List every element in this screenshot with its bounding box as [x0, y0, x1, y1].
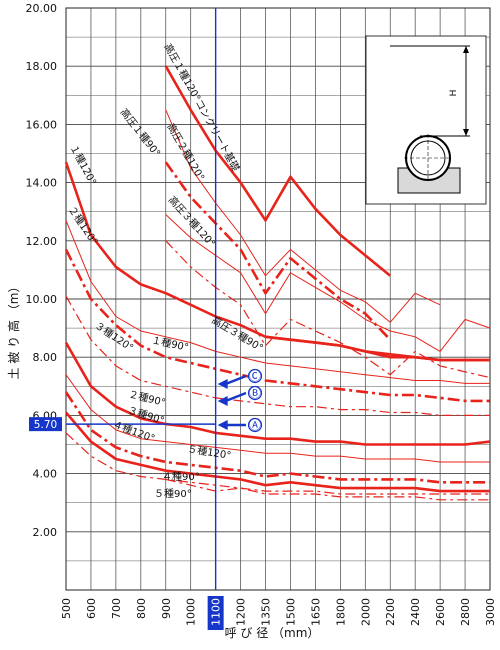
x-tick-label: 1500 — [284, 598, 297, 626]
y-tick-label: 10.00 — [26, 293, 58, 306]
x-tick-label: 3000 — [484, 598, 497, 626]
y-tick-label: 4.00 — [33, 468, 58, 481]
series-line — [165, 109, 441, 323]
y-tick-label: 2.00 — [33, 526, 58, 539]
x-tick-label: 2200 — [384, 598, 397, 626]
series-line — [65, 411, 490, 493]
series-label: ４種90° — [162, 470, 200, 483]
arrow-shaft — [225, 391, 247, 403]
series-lines — [64, 65, 491, 501]
x-tick-label: 2000 — [359, 598, 372, 626]
x-tick-highlight-box — [207, 596, 224, 630]
series-label: ５種90° — [154, 487, 192, 500]
series-line — [65, 374, 490, 463]
arrow-letter: Ⓒ — [249, 369, 261, 383]
arrow-head — [217, 420, 228, 430]
y-tick-label: 16.00 — [26, 118, 58, 131]
series-line — [64, 391, 490, 484]
height-label: H — [449, 90, 459, 97]
y-axis-label: 土 被 り 高 （m） — [6, 281, 21, 380]
series-line — [165, 478, 490, 501]
y-axis-ticks: 2.004.006.008.0010.0012.0014.0016.0018.0… — [26, 2, 58, 539]
dimension-arrow-top — [463, 46, 469, 53]
pipe-burial-inset: H — [365, 35, 487, 205]
series-label: １種90° — [150, 333, 190, 354]
series-line — [65, 295, 490, 416]
arrow-shaft — [225, 374, 247, 386]
series-line — [164, 161, 392, 341]
x-tick-label: 800 — [135, 598, 148, 619]
series-line — [165, 240, 491, 379]
highlight-guides: 5.70 — [29, 8, 217, 590]
x-tick-label: 2600 — [434, 598, 447, 626]
grid — [65, 7, 491, 591]
x-tick-label: 2800 — [459, 598, 472, 626]
y-tick-label: 18.00 — [26, 60, 58, 73]
series-line — [65, 220, 490, 384]
series-line — [65, 432, 490, 495]
series-label: ５種120° — [187, 442, 233, 462]
highlight-value-box — [29, 417, 62, 432]
arrow-circle — [247, 417, 263, 433]
x-axis-label: 呼 び 径 （mm） — [225, 626, 320, 640]
x-tick-label: 900 — [160, 598, 173, 619]
dimension-arrow-bottom — [463, 129, 469, 136]
arrow-circle — [247, 368, 263, 384]
x-tick-label: 700 — [110, 598, 123, 619]
y-tick-label: 12.00 — [26, 235, 58, 248]
x-axis-ticks: 500 600 700 800 900 1000 1100 1200 1350 1500 1650 1… — [60, 596, 497, 630]
plot-frame — [65, 7, 491, 591]
highlight-value-label: 5.70 — [34, 419, 57, 431]
arrow-head — [217, 396, 228, 406]
x-tick-label: 1350 — [260, 598, 273, 626]
x-tick-label: 1100 — [210, 598, 223, 626]
x-tick-label: 2400 — [409, 598, 422, 626]
arrow-markers: Ⓒ Ⓑ Ⓐ — [217, 368, 263, 433]
series-line — [64, 341, 491, 446]
arrow-letter: Ⓑ — [249, 386, 261, 400]
y-tick-label: 20.00 — [26, 2, 58, 15]
series-line — [64, 161, 490, 362]
x-tick-label: 1800 — [334, 598, 347, 626]
arrow-head — [217, 379, 228, 389]
arrow-letter: Ⓐ — [249, 418, 261, 432]
x-tick-label: 500 — [60, 598, 73, 619]
series-label: 高圧２種120° — [164, 121, 207, 183]
arrow-circle — [247, 385, 263, 401]
x-tick-label: 600 — [85, 598, 98, 619]
x-tick-label: 1650 — [309, 598, 322, 626]
series-line — [164, 65, 392, 277]
x-tick-label: 1200 — [235, 598, 248, 626]
series-line — [64, 248, 490, 403]
y-tick-label: 8.00 — [33, 351, 58, 364]
series-line — [165, 214, 491, 352]
y-tick-label: 14.00 — [26, 177, 58, 190]
x-tick-label: 1000 — [185, 598, 198, 626]
